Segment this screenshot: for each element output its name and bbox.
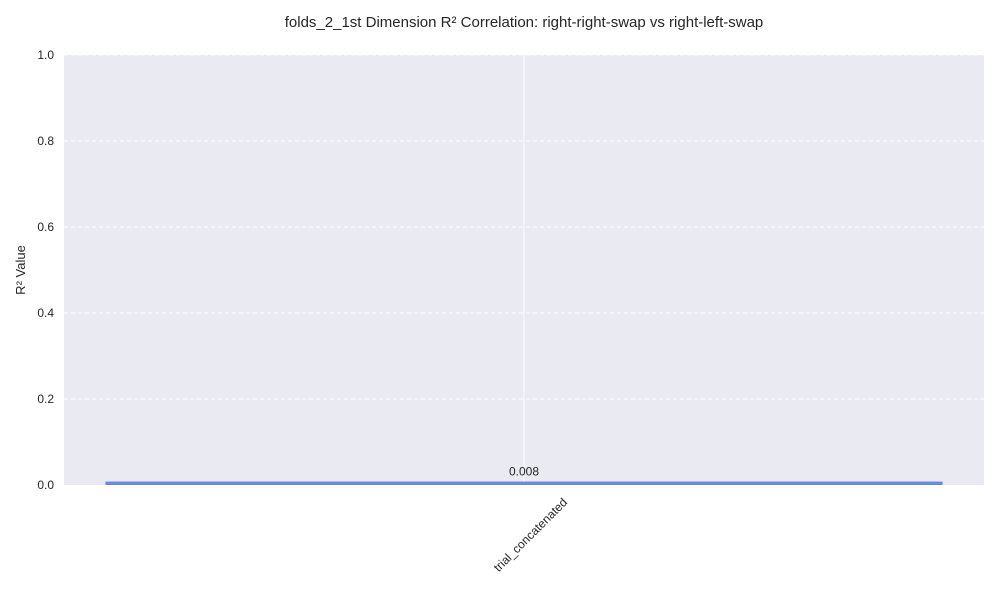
y-tick-label: 0.4 bbox=[37, 306, 54, 320]
y-tick-label: 0.6 bbox=[37, 220, 54, 234]
y-tick-label: 0.0 bbox=[37, 478, 54, 492]
chart-title: folds_2_1st Dimension R² Correlation: ri… bbox=[285, 14, 764, 31]
y-tick-label: 1.0 bbox=[37, 48, 54, 62]
y-axis-label: R² Value bbox=[13, 245, 28, 295]
gridlines bbox=[64, 54, 984, 485]
y-tick-label: 0.8 bbox=[37, 134, 54, 148]
y-axis: 0.0 0.2 0.4 0.6 0.8 1.0 bbox=[37, 48, 54, 492]
y-tick-label: 0.2 bbox=[37, 392, 54, 406]
bar bbox=[105, 481, 943, 485]
bars: 0.008 bbox=[105, 465, 943, 485]
x-tick-label: trial_concatenated bbox=[491, 495, 570, 574]
x-axis: trial_concatenated bbox=[491, 495, 570, 574]
bar-value-label: 0.008 bbox=[509, 465, 539, 479]
